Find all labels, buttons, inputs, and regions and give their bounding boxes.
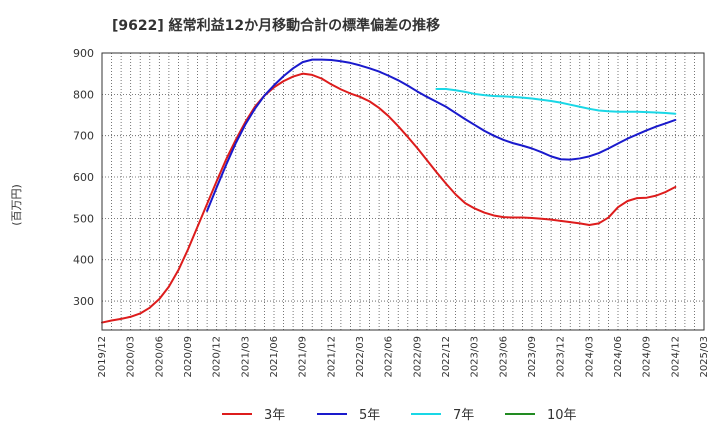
x-tick-label: 2021/09 [298,336,309,378]
legend-item: 7年 [411,408,474,423]
x-tick-label: 2021/06 [269,336,280,378]
x-tick-label: 2020/03 [126,336,137,378]
x-tick-label: 2024/09 [642,336,653,378]
x-tick-label: 2022/12 [441,336,452,378]
x-tick-label: 2021/03 [240,336,251,378]
chart-title: [9622] 経常利益12か月移動合計の標準偏差の推移 [112,17,440,34]
series-line-2 [206,58,677,212]
x-tick-labels: 2019/12 2020/03 2020/06 2020/09 2020/12 2021/… [97,336,710,378]
legend: 3年 5年 7年 10年 [222,408,577,423]
y-tick-label: 300 [73,295,94,308]
x-tick-label: 2023/06 [498,336,509,378]
x-tick-label: 2024/06 [613,336,624,378]
x-tick-label: 2020/12 [212,336,223,378]
x-tick-label: 2021/12 [326,336,337,378]
x-tick-label: 2023/03 [470,336,481,378]
y-tick-label: 600 [73,171,94,184]
y-tick-label: 900 [73,47,94,60]
x-tick-label: 2023/12 [556,336,567,378]
y-axis-label: (百万円) [10,184,23,226]
legend-item: 5年 [317,408,380,423]
series-line-1 [101,72,677,324]
grid [102,53,704,330]
y-tick-label: 700 [73,130,94,143]
x-tick-label: 2024/12 [670,336,681,378]
legend-label: 7年 [453,408,474,423]
x-tick-label: 2020/09 [183,336,194,378]
x-tick-label: 2022/06 [384,336,395,378]
series-lines [101,58,677,324]
y-tick-labels: 300 400 500 600 700 800 900 [73,47,94,308]
y-tick-label: 500 [73,212,94,225]
plot-frame [101,52,705,331]
x-tick-label: 2022/09 [412,336,423,378]
legend-label: 5年 [359,408,380,423]
y-tick-label: 400 [73,254,94,267]
legend-label: 3年 [264,408,285,423]
y-tick-label: 800 [73,88,94,101]
x-tick-label: 2023/09 [527,336,538,378]
x-tick-label: 2020/06 [154,336,165,378]
legend-label: 10年 [547,408,577,423]
x-tick-label: 2025/03 [699,336,710,378]
legend-item: 10年 [505,408,577,423]
legend-item: 3年 [222,408,285,423]
x-tick-label: 2024/03 [584,336,595,378]
x-tick-label: 2019/12 [97,336,108,378]
series-line-3 [435,87,677,115]
x-tick-label: 2022/03 [355,336,366,378]
